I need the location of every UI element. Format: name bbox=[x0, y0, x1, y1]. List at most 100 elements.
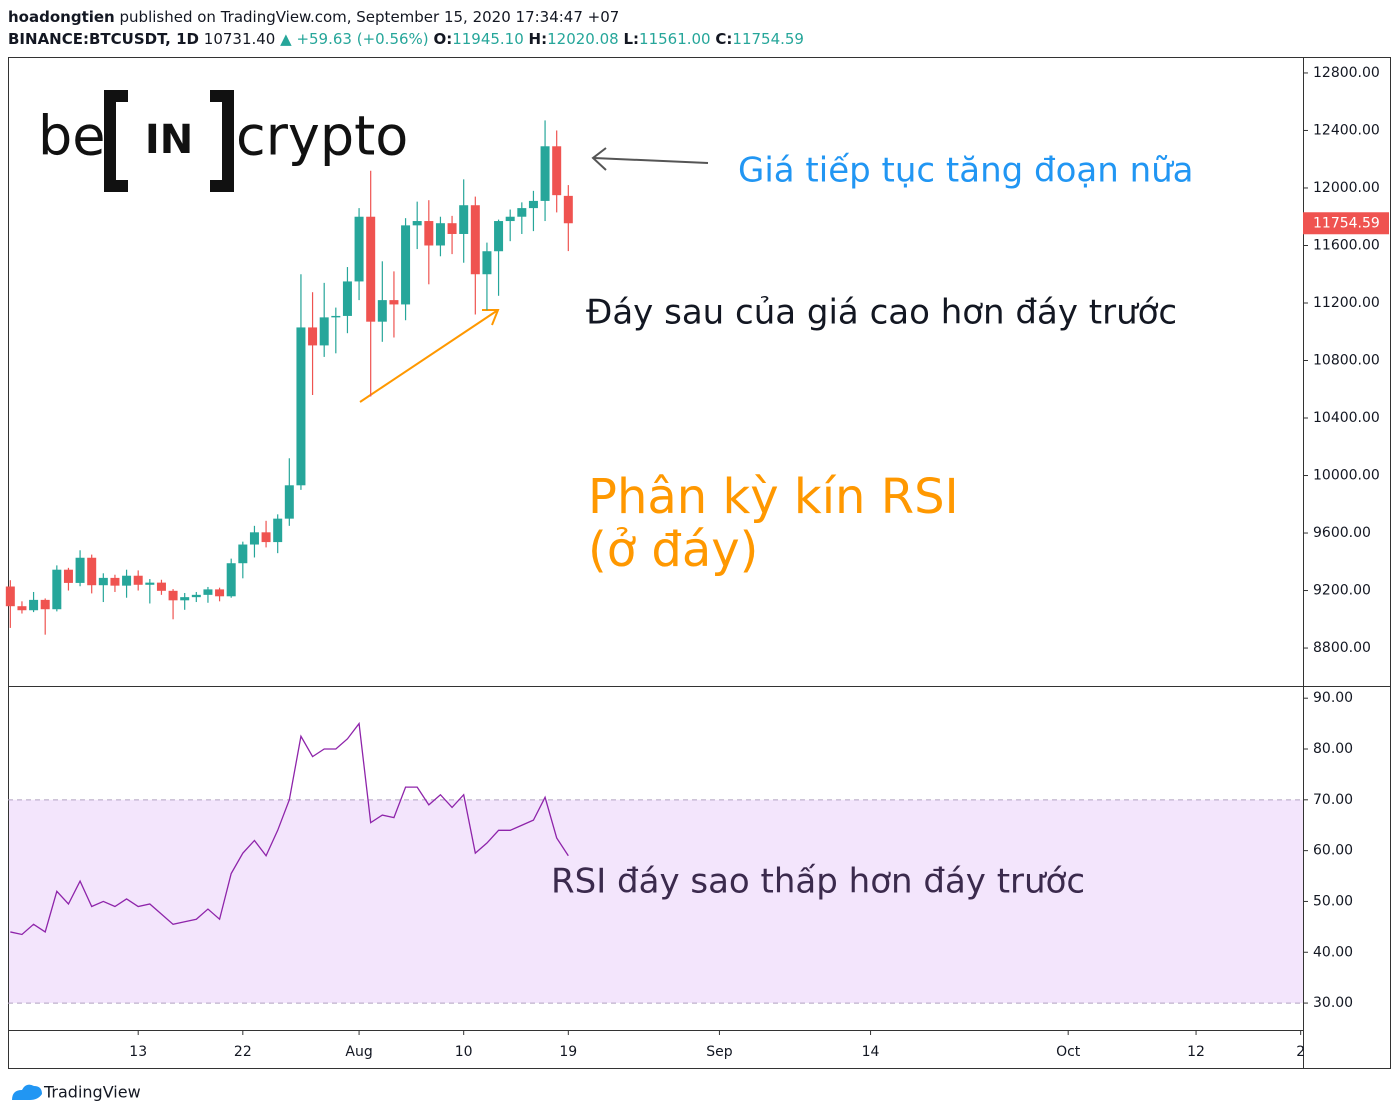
candle-body bbox=[494, 221, 504, 252]
ohlc-label: H: bbox=[528, 30, 548, 48]
y-tick-label: 12800.00 bbox=[1313, 65, 1380, 81]
y-tick-label: 9200.00 bbox=[1313, 583, 1371, 599]
candle-body bbox=[528, 200, 538, 209]
candle-body bbox=[308, 327, 318, 346]
candle-body bbox=[412, 221, 422, 226]
logo-text: be bbox=[38, 105, 106, 168]
ohlc-label: O: bbox=[433, 30, 453, 48]
frame bbox=[8, 57, 1391, 1069]
candle-body bbox=[517, 208, 527, 217]
annotation: Giá tiếp tục tăng đoạn nữa bbox=[738, 151, 1194, 191]
header-line: hoadongtien published on TradingView.com… bbox=[8, 6, 804, 28]
candle-body bbox=[52, 569, 62, 610]
y-tick-label: 80.00 bbox=[1313, 741, 1353, 757]
ohlc-value: 12020.08 bbox=[547, 30, 619, 48]
candle-body bbox=[156, 582, 166, 591]
arrow bbox=[359, 309, 500, 403]
candle-body bbox=[424, 221, 434, 246]
ohlc-value: 11754.59 bbox=[732, 30, 804, 48]
candle-body bbox=[40, 599, 50, 610]
logo-bracket bbox=[210, 90, 234, 192]
ohlc-label: L: bbox=[623, 30, 640, 48]
candle-body bbox=[377, 300, 387, 322]
candle-body bbox=[180, 597, 190, 601]
candle-body bbox=[133, 575, 143, 585]
header: hoadongtien published on TradingView.com… bbox=[8, 6, 804, 50]
x-tick-label: 19 bbox=[559, 1044, 577, 1060]
candle-body bbox=[122, 575, 132, 586]
candle-body bbox=[459, 205, 469, 234]
candle-body bbox=[168, 590, 178, 601]
ohlc-value: 11561.00 bbox=[639, 30, 711, 48]
footer-text: TradingView bbox=[43, 1083, 141, 1102]
annotation: Đáy sau của giá cao hơn đáy trước bbox=[586, 293, 1177, 333]
y-tick-label: 10800.00 bbox=[1313, 353, 1380, 369]
candle-body bbox=[215, 589, 225, 597]
candle-body bbox=[191, 594, 201, 598]
candle-body bbox=[17, 606, 27, 611]
candle-body bbox=[226, 563, 236, 597]
candle-body bbox=[145, 582, 155, 585]
candle-body bbox=[389, 300, 399, 305]
published: published on TradingView.com, September … bbox=[119, 8, 620, 26]
candle-body bbox=[366, 216, 376, 322]
last-price-label: 11754.59 bbox=[1313, 215, 1380, 231]
y-tick-label: 12400.00 bbox=[1313, 122, 1380, 138]
last-price-box bbox=[1303, 212, 1389, 235]
y-tick-label: 40.00 bbox=[1313, 944, 1353, 960]
annotation: Phân kỳ kín RSI bbox=[588, 469, 959, 525]
candle-body bbox=[284, 485, 294, 519]
y-tick-label: 11600.00 bbox=[1313, 237, 1380, 253]
candle-body bbox=[342, 281, 352, 316]
candle-body bbox=[203, 589, 213, 595]
x-tick-label: 22 bbox=[234, 1044, 252, 1060]
candle-body bbox=[238, 544, 248, 564]
candle-body bbox=[29, 599, 39, 611]
y-tick-label: 12000.00 bbox=[1313, 180, 1380, 196]
y-tick-label: 10000.00 bbox=[1313, 468, 1380, 484]
candle-body bbox=[563, 195, 573, 224]
candle-body bbox=[98, 577, 108, 586]
candle-body bbox=[331, 315, 341, 318]
candle-body bbox=[296, 327, 306, 486]
footer-icon bbox=[12, 1084, 42, 1100]
y-tick-label: 30.00 bbox=[1313, 995, 1353, 1011]
candle-body bbox=[470, 205, 480, 275]
y-tick-label: 70.00 bbox=[1313, 792, 1353, 808]
candle-body bbox=[482, 251, 492, 275]
candle-body bbox=[552, 146, 562, 196]
x-tick-label: Sep bbox=[706, 1044, 733, 1060]
candle-body bbox=[401, 225, 411, 305]
x-tick-label: 10 bbox=[455, 1044, 473, 1060]
candle-body bbox=[261, 532, 271, 543]
candle-body bbox=[435, 223, 445, 246]
y-tick-label: 10400.00 bbox=[1313, 410, 1380, 426]
ohlc-label: C: bbox=[715, 30, 733, 48]
candle-body bbox=[110, 577, 120, 586]
candle-body bbox=[87, 557, 97, 586]
candle-body bbox=[75, 557, 85, 583]
candle-body bbox=[447, 223, 457, 234]
logo-text: crypto bbox=[236, 105, 408, 168]
header-line: BINANCE:BTCUSDT, 1D 10731.40 ▲ +59.63 (+… bbox=[8, 28, 804, 50]
y-tick-label: 50.00 bbox=[1313, 893, 1353, 909]
x-tick-label: 14 bbox=[862, 1044, 880, 1060]
annotation: (ở đáy) bbox=[588, 522, 758, 578]
arrow bbox=[591, 147, 709, 171]
footer: TradingView bbox=[12, 1083, 141, 1102]
logo-bracket bbox=[104, 90, 128, 192]
candle-body bbox=[5, 586, 15, 607]
x-tick-label: 13 bbox=[129, 1044, 147, 1060]
annotation: RSI đáy sao thấp hơn đáy trước bbox=[551, 862, 1085, 902]
x-tick-label: Aug bbox=[345, 1044, 372, 1060]
symbol: BINANCE:BTCUSDT, 1D bbox=[8, 30, 199, 48]
y-tick-label: 60.00 bbox=[1313, 843, 1353, 859]
ohlc-value: 11945.10 bbox=[452, 30, 524, 48]
x-tick-label: 2 bbox=[1296, 1044, 1305, 1060]
x-tick-label: Oct bbox=[1056, 1044, 1081, 1060]
y-tick-label: 9600.00 bbox=[1313, 525, 1371, 541]
candle-body bbox=[249, 532, 259, 545]
rsi-line bbox=[10, 721, 569, 936]
